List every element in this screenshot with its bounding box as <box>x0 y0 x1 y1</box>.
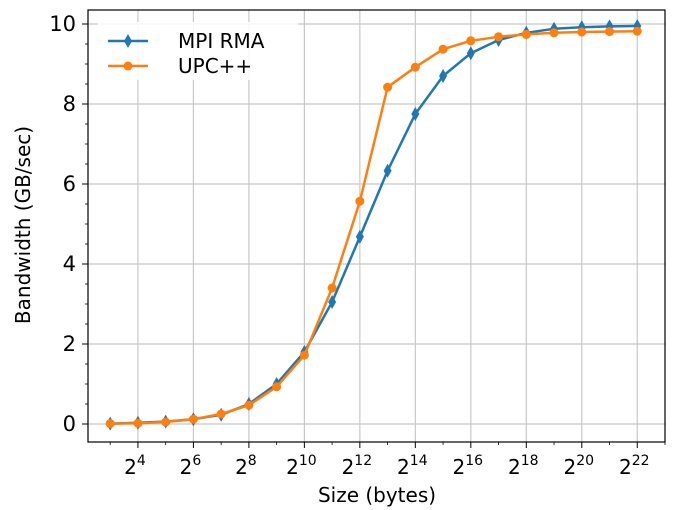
y-tick-label: 8 <box>63 92 76 116</box>
x-tick-label: 220 <box>563 453 594 479</box>
data-point-mpi-rma <box>383 163 392 178</box>
data-point-upcxx <box>355 196 365 206</box>
x-tick-label: 222 <box>619 453 650 479</box>
x-axis-title: Size (bytes) <box>318 483 436 507</box>
legend-label-mpi-rma: MPI RMA <box>178 29 265 53</box>
data-point-upcxx <box>521 29 531 39</box>
x-tick-label: 218 <box>508 453 539 479</box>
x-tick-label: 212 <box>342 453 373 479</box>
data-point-upcxx <box>105 419 115 429</box>
data-point-upcxx <box>632 26 642 36</box>
data-point-mpi-rma <box>605 19 614 34</box>
y-tick-label: 10 <box>49 12 76 36</box>
y-axis-title: Bandwidth (GB/sec) <box>11 126 35 324</box>
data-point-mpi-rma <box>411 107 420 121</box>
data-point-upcxx <box>327 283 337 293</box>
x-tick-label: 28 <box>235 453 257 479</box>
legend-box <box>98 22 298 80</box>
legend: MPI RMA UPC++ <box>98 22 298 80</box>
x-tick-label: 216 <box>453 453 484 479</box>
data-point-upcxx <box>410 62 420 72</box>
plot-frame <box>87 9 666 443</box>
x-tick-label: 210 <box>286 453 317 479</box>
legend-marker-mpi-rma <box>124 34 132 48</box>
data-point-upcxx <box>466 36 476 46</box>
data-point-mpi-rma <box>355 229 364 244</box>
legend-marker-upcxx <box>123 61 133 71</box>
data-point-upcxx <box>161 417 171 427</box>
y-tick-label: 2 <box>63 332 76 356</box>
data-point-upcxx <box>299 350 309 360</box>
data-point-upcxx <box>133 418 143 428</box>
data-point-upcxx <box>188 414 198 424</box>
x-tick-label: 214 <box>397 453 428 479</box>
x-tick-label: 24 <box>124 453 146 479</box>
series-layer <box>105 19 642 431</box>
data-point-upcxx <box>216 409 226 419</box>
data-point-upcxx <box>383 82 393 92</box>
data-point-mpi-rma <box>439 69 448 83</box>
data-point-upcxx <box>244 400 254 410</box>
x-tick-label: 26 <box>180 453 202 479</box>
y-tick-label: 4 <box>63 252 76 276</box>
y-tick-label: 6 <box>63 172 76 196</box>
data-point-upcxx <box>494 32 504 42</box>
legend-label-upcxx: UPC++ <box>178 54 252 78</box>
series-line-mpi-rma <box>110 24 638 425</box>
data-point-upcxx <box>605 27 615 37</box>
data-point-upcxx <box>577 27 587 37</box>
data-point-upcxx <box>549 28 559 38</box>
y-tick-label: 0 <box>63 412 76 436</box>
grid-lines <box>88 10 665 442</box>
data-point-mpi-rma <box>466 46 475 61</box>
data-point-mpi-rma <box>328 295 337 309</box>
data-point-upcxx <box>272 382 282 392</box>
data-point-upcxx <box>438 44 448 54</box>
series-line-upcxx <box>110 29 638 425</box>
